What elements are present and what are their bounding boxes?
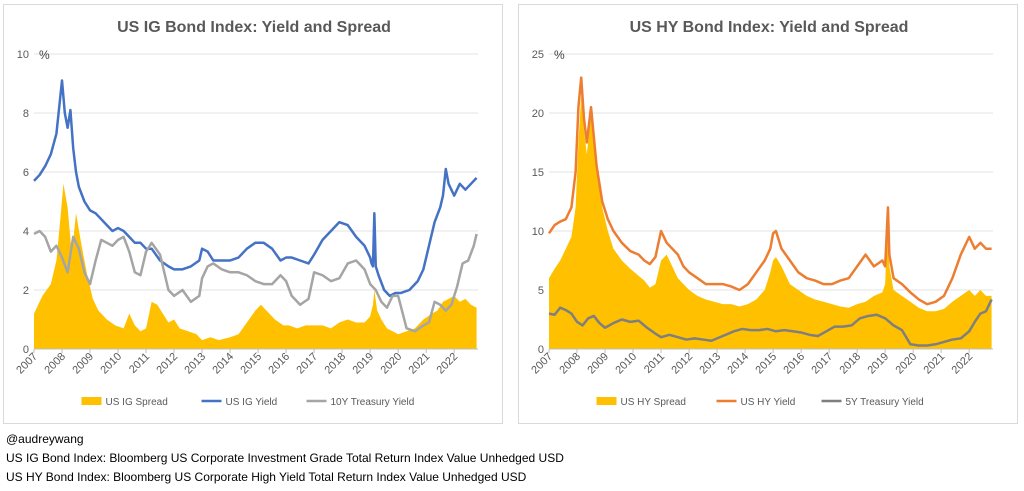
ig-x-tick-label: 2016 <box>266 351 292 377</box>
hy-legend-us-hy-yield-label: US HY Yield <box>741 397 796 408</box>
ig-y-tick-label: 6 <box>23 167 29 179</box>
hy-x-tick-label: 2015 <box>753 351 779 377</box>
ig-y-unit: % <box>39 48 50 62</box>
ig-legend-10y-treasury-yield-label: 10Y Treasury Yield <box>331 397 415 408</box>
ig-index-note: US IG Bond Index: Bloomberg US Corporate… <box>6 451 564 465</box>
ig-x-tick-label: 2007 <box>14 351 40 377</box>
ig-y-tick-label: 4 <box>23 226 29 238</box>
hy-x-tick-label: 2019 <box>865 351 891 377</box>
ig-legend-us-ig-spread-label: US IG Spread <box>106 397 168 408</box>
hy-x-tick-label: 2016 <box>781 351 807 377</box>
ig-x-tick-label: 2008 <box>42 351 68 377</box>
hy-y-tick-label: 10 <box>532 226 544 238</box>
hy-chart: US HY Bond Index: Yield and Spread 0 5 10 15… <box>529 19 993 408</box>
ig-series-us-ig-yield-line <box>33 79 478 298</box>
hy-x-tick-label: 2013 <box>697 351 723 377</box>
hy-x-tick-label: 2010 <box>613 351 639 377</box>
hy-x-tick-label: 2018 <box>837 351 863 377</box>
ig-x-tick-label: 2019 <box>350 351 376 377</box>
ig-x-tick-label: 2014 <box>210 351 236 377</box>
ig-legend-us-ig-spread-swatch <box>81 397 102 405</box>
ig-x-tick-label: 2022 <box>435 351 461 377</box>
hy-x-tick-label: 2022 <box>950 351 976 377</box>
ig-y-tick-label: 8 <box>23 108 29 120</box>
hy-y-unit: % <box>554 48 565 62</box>
hy-legend-us-hy-spread-label: US HY Spread <box>621 397 686 408</box>
hy-series-us-hy-spread-area <box>549 95 992 349</box>
ig-x-tick-label: 2012 <box>154 351 180 377</box>
ig-y-tick-label: 0 <box>23 344 29 356</box>
hy-x-tick-label: 2008 <box>557 351 583 377</box>
ig-chart: US IG Bond Index: Yield and Spread 0 2 4 6 8 1… <box>14 19 478 408</box>
ig-x-tick-label: 2018 <box>322 351 348 377</box>
ig-chart-title: US IG Bond Index: Yield and Spread <box>117 19 391 36</box>
hy-x-tick-label: 2014 <box>725 351 751 377</box>
hy-y-tick-label: 0 <box>538 344 544 356</box>
ig-x-tick-label: 2009 <box>70 351 96 377</box>
hy-x-tick-label: 2017 <box>809 351 835 377</box>
hy-y-tick-label: 25 <box>532 49 544 61</box>
hy-index-note: US HY Bond Index: Bloomberg US Corporate… <box>6 470 527 484</box>
hy-series-5y-treasury-yield-line <box>548 298 993 347</box>
ig-x-tick-label: 2020 <box>378 351 404 377</box>
ig-legend-us-ig-yield-label: US IG Yield <box>226 397 278 408</box>
hy-x-tick-label: 2009 <box>585 351 611 377</box>
hy-x-tick-label: 2007 <box>529 351 555 377</box>
ig-y-tick-label: 10 <box>17 49 29 61</box>
ig-x-tick-label: 2010 <box>98 351 124 377</box>
ig-x-tick-label: 2013 <box>182 351 208 377</box>
ig-chart-panel: US IG Bond Index: Yield and Spread 0 2 4 6 8 1… <box>3 4 503 424</box>
hy-chart-title: US HY Bond Index: Yield and Spread <box>630 19 909 36</box>
hy-chart-panel: US HY Bond Index: Yield and Spread 0 5 10 15… <box>518 4 1018 424</box>
hy-x-tick-label: 2012 <box>669 351 695 377</box>
hy-x-tick-label: 2020 <box>893 351 919 377</box>
ig-x-tick-label: 2015 <box>238 351 264 377</box>
hy-y-tick-label: 20 <box>532 108 544 120</box>
ig-x-tick-label: 2011 <box>127 351 152 376</box>
ig-series-us-ig-spread-area <box>34 183 477 349</box>
hy-y-tick-label: 15 <box>532 167 544 179</box>
ig-series-10y-treasury-yield-line <box>33 229 478 333</box>
ig-x-tick-label: 2021 <box>406 351 432 377</box>
ig-x-tick-label: 2017 <box>294 351 320 377</box>
hy-series-us-hy-yield-line <box>547 76 992 306</box>
author-handle: @audreywang <box>6 432 84 446</box>
hy-x-tick-label: 2011 <box>642 351 667 376</box>
ig-y-tick-label: 2 <box>23 285 29 297</box>
hy-legend-5y-treasury-yield-label: 5Y Treasury Yield <box>846 397 924 408</box>
hy-y-tick-label: 5 <box>538 285 544 297</box>
hy-x-tick-label: 2021 <box>921 351 947 377</box>
hy-legend-us-hy-spread-swatch <box>596 397 617 405</box>
